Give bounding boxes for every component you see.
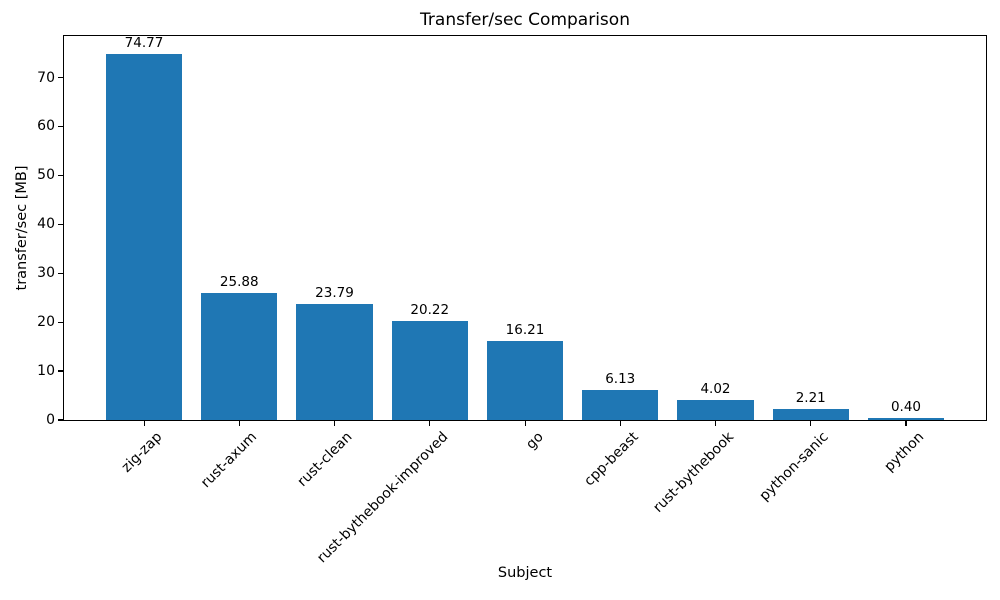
bar-value-label: 16.21 xyxy=(505,321,545,338)
chart-title: Transfer/sec Comparison xyxy=(420,10,630,30)
bar-python-sanic xyxy=(772,409,849,420)
x-tick-mark xyxy=(429,421,431,426)
bar-cpp-beast xyxy=(582,390,659,420)
x-tick-mark xyxy=(714,421,717,426)
y-tick-label: 50 xyxy=(37,167,55,184)
y-tick-label: 30 xyxy=(37,265,55,282)
bar-value-label: 74.77 xyxy=(124,35,164,52)
bar-rust-axum xyxy=(201,293,278,420)
x-tick-label: rust-bythebook xyxy=(650,429,737,516)
y-tick-label: 0 xyxy=(46,412,55,428)
bar-rust-clean xyxy=(296,303,373,420)
bars-layer: 74.77 25.88 23.79 20.22 16.21 6.13 4.02 2.21 0.4… xyxy=(64,36,986,420)
x-tick-label: python-sanic xyxy=(756,429,833,505)
y-tick-label: 70 xyxy=(37,69,55,86)
x-tick-label: python xyxy=(881,429,928,475)
plot-area: 74.77 25.88 23.79 20.22 16.21 6.13 4.02 2.21 0.4… xyxy=(63,35,987,421)
x-tick-mark xyxy=(619,421,621,426)
bar-value-label: 20.22 xyxy=(410,302,450,319)
x-tick-label: rust-clean xyxy=(294,429,356,490)
x-tick-mark xyxy=(905,421,907,426)
x-tick-mark xyxy=(238,421,240,426)
x-axis-label: Subject xyxy=(497,565,553,581)
x-tick-label: zig-zap xyxy=(118,429,166,476)
x-tick-mark xyxy=(334,421,336,426)
bar-python xyxy=(867,418,945,420)
y-tick-label: 40 xyxy=(37,216,55,233)
x-tick-mark xyxy=(143,421,145,426)
x-tick-label: cpp-beast xyxy=(581,429,642,490)
bar-zig-zap xyxy=(105,54,183,420)
bar-go xyxy=(486,340,564,420)
y-tick-label: 10 xyxy=(37,363,55,380)
x-tick-label: go xyxy=(522,429,547,453)
bar-value-label: 25.88 xyxy=(219,274,259,291)
bar-value-label: 0.40 xyxy=(890,399,922,416)
bar-value-label: 6.13 xyxy=(605,371,636,388)
x-tick-label: rust-bythebook-improved xyxy=(313,429,452,567)
y-tick-label: 60 xyxy=(37,118,55,135)
y-tick-label: 20 xyxy=(37,314,55,331)
bar-value-label: 4.02 xyxy=(700,381,731,398)
bar-value-label: 23.79 xyxy=(315,284,354,301)
x-tick-mark xyxy=(810,421,812,426)
bar-rust-bythebook-improved xyxy=(391,321,468,420)
y-axis-label: transfer/sec [MB] xyxy=(14,165,30,291)
x-tick-mark xyxy=(524,421,526,426)
bar-rust-bythebook xyxy=(677,400,754,420)
bar-value-label: 2.21 xyxy=(795,390,826,407)
x-tick-label: rust-axum xyxy=(198,429,261,492)
